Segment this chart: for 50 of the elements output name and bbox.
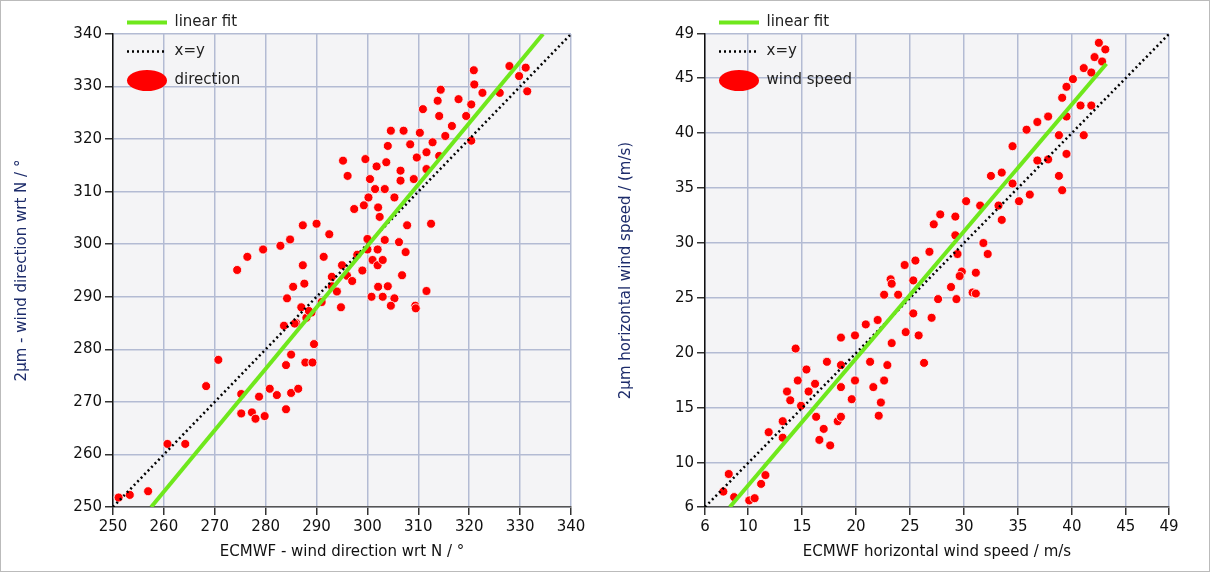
x-tick-label: 6 — [700, 516, 710, 535]
x-tick-label: 330 — [505, 516, 535, 535]
legend-label: linear fit — [766, 12, 830, 31]
y-tick-label: 330 — [73, 76, 102, 95]
y-tick-label: 25 — [674, 287, 694, 306]
y-tick-label: 270 — [73, 391, 102, 410]
legend-label: direction — [174, 70, 241, 89]
y-tick-label: 280 — [73, 339, 102, 358]
x-tick-label: 45 — [1116, 516, 1136, 535]
y-tick-label: 49 — [674, 23, 694, 42]
y-tick-label: 250 — [73, 496, 102, 515]
x-axis-title: ECMWF horizontal wind speed / m/s — [802, 541, 1072, 560]
x-tick-label: 270 — [200, 516, 230, 535]
y-tick-label: 290 — [73, 286, 102, 305]
y-tick-label: 20 — [674, 342, 694, 361]
legend-label: x=y — [766, 41, 797, 60]
x-tick-label: 250 — [98, 516, 128, 535]
x-tick-label: 10 — [738, 516, 758, 535]
y-tick-label: 260 — [73, 444, 102, 463]
y-tick-label: 340 — [73, 23, 102, 42]
x-tick-label: 20 — [846, 516, 866, 535]
x-tick-label: 280 — [251, 516, 280, 535]
y-tick-label: 310 — [73, 181, 102, 200]
y-tick-label: 300 — [73, 234, 102, 253]
x-tick-label: 40 — [1062, 516, 1082, 535]
x-tick-label: 290 — [302, 516, 331, 535]
x-axis-title: ECMWF - wind direction wrt N / ° — [219, 541, 465, 560]
x-tick-label: 30 — [954, 516, 974, 535]
y-tick-label: 45 — [674, 67, 694, 86]
y-tick-label: 35 — [674, 177, 694, 196]
x-tick-label: 260 — [149, 516, 179, 535]
y-axis-title: 2µm horizontal wind speed / (m/s) — [615, 141, 634, 400]
x-tick-label: 49 — [1159, 516, 1179, 535]
y-tick-label: 10 — [674, 452, 694, 471]
y-tick-label: 40 — [674, 122, 694, 141]
y-axis-title: 2µm - wind direction wrt N / ° — [11, 159, 30, 382]
y-tick-label: 6 — [684, 496, 694, 515]
x-tick-label: 15 — [792, 516, 812, 535]
x-tick-label: 25 — [900, 516, 920, 535]
x-tick-label: 320 — [454, 516, 484, 535]
legend-label: wind speed — [766, 70, 853, 89]
x-tick-label: 310 — [404, 516, 433, 535]
y-tick-label: 320 — [73, 129, 102, 147]
y-tick-label: 15 — [674, 397, 694, 416]
x-tick-label: 340 — [556, 516, 586, 535]
legend-label: x=y — [174, 41, 205, 60]
x-tick-label: 300 — [353, 516, 382, 535]
y-tick-label: 30 — [674, 232, 694, 251]
x-tick-label: 35 — [1008, 516, 1028, 535]
legend-label: linear fit — [174, 12, 238, 31]
